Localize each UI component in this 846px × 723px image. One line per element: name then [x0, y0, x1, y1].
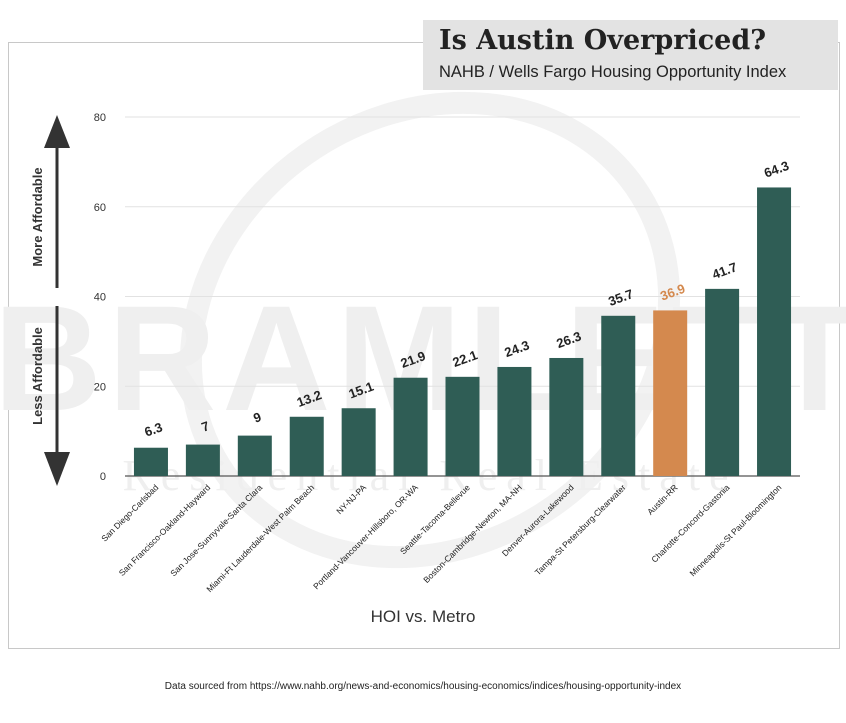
bar-value-label: 13.2: [295, 387, 324, 410]
bar-value-label: 26.3: [554, 328, 583, 351]
y-tick-label: 0: [100, 471, 106, 483]
x-tick-label: Portland-Vancouver-Hillsboro, OR-WA: [311, 482, 420, 591]
bar-value-label: 6.3: [142, 419, 164, 439]
bar-value-label: 7: [199, 418, 211, 435]
title-box: Is Austin Overpriced? NAHB / Wells Fargo…: [423, 20, 838, 90]
x-tick-label: Tampa-St Petersburg-Clearwater: [533, 482, 628, 577]
up-arrowhead: [44, 115, 70, 148]
x-tick-label: NY-NJ-PA: [334, 482, 368, 516]
bar-value-label: 24.3: [502, 337, 531, 360]
bar: [497, 366, 532, 476]
bar-value-label: 9: [251, 409, 263, 426]
x-tick-label: San Jose-Sunnyvale-Santa Clara: [168, 482, 264, 578]
bar: [445, 376, 480, 476]
chart-title: Is Austin Overpriced?: [439, 25, 767, 56]
bar-value-label: 35.7: [606, 286, 635, 309]
bar-value-label: 15.1: [347, 379, 376, 402]
bar-value-label: 22.1: [451, 347, 480, 370]
bar-value-label: 21.9: [399, 348, 428, 371]
y-tick-label: 60: [94, 202, 106, 214]
bar: [393, 377, 428, 476]
bar: [757, 187, 792, 477]
bar: [341, 408, 376, 476]
x-tick-label: San Diego-Carlsbad: [99, 482, 160, 543]
bar: [601, 315, 636, 476]
bar-value-label: 36.9: [658, 281, 687, 304]
x-tick-label: Minneapolis-St Paul-Bloomington: [688, 482, 784, 578]
bar: [133, 447, 168, 476]
y-tick-label: 40: [94, 292, 106, 304]
x-tick-label: Austin-RR: [645, 482, 679, 516]
x-tick-label: Miami-Ft Lauderdale-West Palm Beach: [204, 482, 316, 594]
y-tick-label: 20: [94, 381, 106, 393]
x-tick-label: Boston-Cambridge-Newton, MA-NH: [421, 482, 524, 585]
more-affordable-label: More Affordable: [30, 167, 45, 266]
bar: [185, 444, 220, 476]
bar: [289, 416, 324, 476]
bar: [653, 310, 688, 476]
y-tick-label: 80: [94, 112, 106, 124]
bar: [549, 357, 584, 476]
bar: [237, 435, 272, 476]
bar-value-label: 41.7: [710, 259, 739, 282]
bar-value-label: 64.3: [762, 158, 791, 181]
source-note: Data sourced from https://www.nahb.org/n…: [164, 681, 682, 692]
x-axis-title: HOI vs. Metro: [371, 607, 476, 626]
down-arrowhead: [44, 452, 70, 486]
x-tick-label: San Francisco-Oakland-Hayward: [117, 482, 213, 578]
bar: [705, 288, 740, 476]
less-affordable-label: Less Affordable: [30, 327, 45, 425]
chart-subtitle: NAHB / Wells Fargo Housing Opportunity I…: [439, 63, 787, 81]
